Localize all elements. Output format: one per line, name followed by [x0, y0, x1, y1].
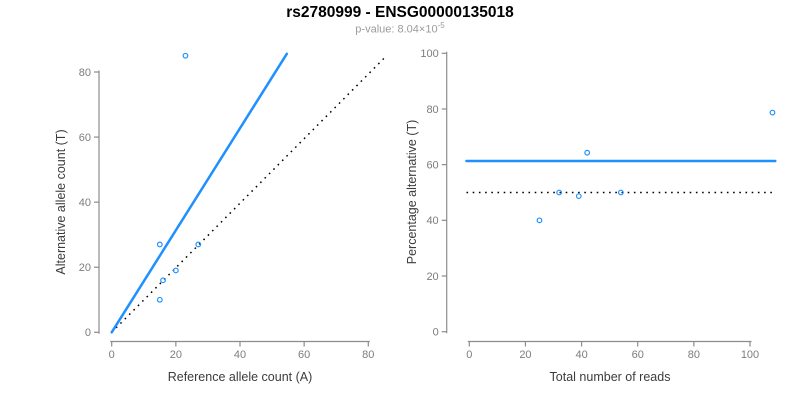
y-tick-label: 20 [79, 262, 91, 274]
x-tick-label: 60 [632, 349, 644, 361]
data-point [160, 277, 166, 284]
y-tick-label: 40 [426, 215, 438, 227]
data-point [575, 193, 582, 200]
x-tick-label: 40 [575, 349, 587, 361]
identity-line [111, 55, 388, 333]
page-subtitle: p-value: 8.04×10-5 [0, 21, 800, 36]
fitted-ratio-line [110, 52, 289, 334]
data-point [556, 189, 563, 196]
pvalue-exponent: -5 [437, 21, 445, 30]
page-title: rs2780999 - ENSG00000135018 [286, 4, 514, 21]
x-axis-title-left: Reference allele count (A) [168, 370, 313, 384]
data-point [584, 149, 591, 156]
x-tick-label: 80 [362, 349, 374, 361]
x-tick-label: 100 [741, 349, 759, 361]
y-tick-label: 60 [426, 159, 438, 171]
data-point [617, 189, 624, 196]
data-point [536, 217, 543, 224]
x-tick-label: 20 [170, 349, 182, 361]
data-point [195, 241, 202, 248]
y-tick-label: 100 [420, 48, 438, 60]
y-axis-title-right: Percentage alternative (T) [405, 120, 419, 265]
data-point [156, 296, 163, 303]
y-tick-label: 80 [79, 67, 91, 79]
data-point [769, 109, 776, 116]
left-scatter-chart: 0 20 40 60 80 0 20 40 60 80 [79, 52, 388, 361]
x-tick-label: 60 [298, 349, 310, 361]
y-axis-title-left: Alternative allele count (T) [54, 129, 68, 274]
data-point [182, 52, 189, 59]
pvalue-text: p-value: 8.04×10 [355, 23, 438, 36]
data-point [156, 241, 163, 248]
y-tick-label: 20 [426, 271, 438, 283]
y-tick-label: 60 [79, 132, 91, 144]
x-tick-label: 0 [466, 349, 472, 361]
x-tick-label: 0 [109, 349, 115, 361]
y-tick-label: 0 [433, 327, 439, 339]
x-tick-label: 20 [519, 349, 531, 361]
data-point [172, 267, 179, 274]
right-scatter-chart: 0 20 40 60 80 100 0 20 40 60 80 100 [420, 48, 777, 361]
y-tick-label: 40 [79, 197, 91, 209]
y-tick-label: 80 [426, 104, 438, 116]
x-tick-label: 80 [688, 349, 700, 361]
x-axis-title-right: Total number of reads [550, 370, 671, 384]
y-tick-label: 0 [85, 327, 91, 339]
x-tick-label: 40 [234, 349, 246, 361]
